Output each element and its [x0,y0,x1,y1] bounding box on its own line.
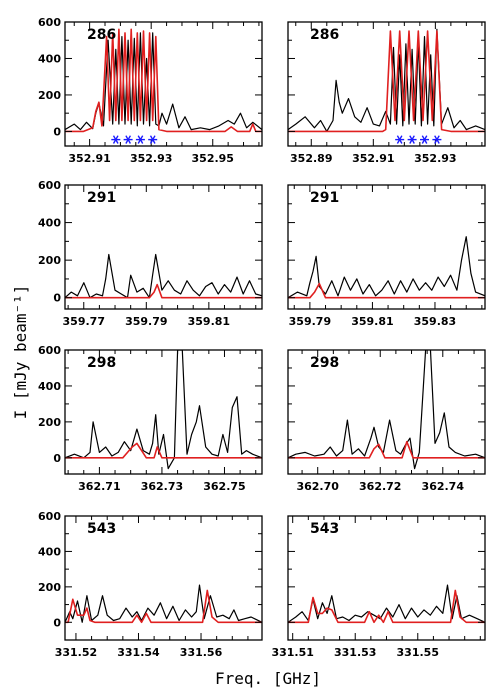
asterisk-stroke [125,135,132,144]
model-series-line [65,442,262,459]
y-tick-label: 200 [38,89,61,102]
plot-frame [64,184,263,310]
line-marker-asterisk [395,135,405,144]
y-tick-label: 400 [38,545,61,558]
line-marker-asterisk [407,135,417,144]
x-tick-label: 352.89 [290,152,332,165]
model-series-line [288,30,485,133]
panel-label: 543 [310,521,339,537]
y-tick-label: 0 [53,125,61,138]
line-marker-asterisk [135,135,145,144]
y-tick-label: 200 [38,581,61,594]
model-series-line [65,589,262,624]
x-tick-label: 352.91 [68,152,110,165]
asterisk-stroke [396,135,403,144]
model-series-line [288,282,485,299]
panel-3: 0 200 400 600 359.77 359.79 359.81 291 [38,179,263,328]
panel-label: 298 [310,355,339,371]
asterisk-stroke [112,135,119,144]
y-axis-title: I [mJy beam⁻¹] [11,285,30,420]
observed-series-line [288,584,485,623]
y-tick-label: 0 [53,292,61,305]
y-tick-label: 0 [53,616,61,629]
x-tick-label: 362.75 [203,480,245,493]
y-tick-label: 400 [38,380,61,393]
panel-label: 298 [87,355,116,371]
y-tick-label: 0 [53,452,61,465]
line-marker-asterisk [420,135,429,144]
y-tick-label: 600 [38,16,61,29]
panel-label: 291 [87,190,116,206]
panel-4: 359.79 359.81 359.83 291 [287,184,486,328]
x-tick-label: 362.73 [141,480,183,493]
y-tick-label: 600 [38,344,61,357]
observed-series-line [288,350,485,470]
y-tick-label: 400 [38,52,61,65]
plot-frame [287,184,486,310]
x-tick-label: 331.51 [271,646,313,659]
x-tick-label: 362.71 [78,480,120,493]
y-tick-label: 600 [38,510,61,523]
x-tick-label: 352.93 [414,152,456,165]
model-series-line [288,589,485,624]
asterisk-stroke [409,135,415,144]
asterisk-stroke [434,135,440,144]
y-tick-label: 400 [38,217,61,230]
x-tick-label: 331.52 [55,646,97,659]
panel-label: 286 [310,27,339,43]
model-series-line [65,28,262,133]
model-series-line [288,440,485,459]
model-series-line [65,283,262,299]
x-tick-label: 359.77 [63,315,105,328]
asterisk-stroke [137,135,144,144]
line-marker-asterisk [111,135,121,144]
panel-label: 286 [87,27,116,43]
line-marker-asterisk [432,135,442,144]
y-tick-label: 600 [38,179,61,192]
asterisk-stroke [421,135,428,144]
plot-frame [64,21,263,147]
plot-frame [64,515,263,641]
x-tick-label: 362.70 [296,480,339,493]
observed-series-line [65,584,262,623]
x-tick-label: 352.95 [192,152,234,165]
observed-series-line [65,253,262,299]
panel-7: 0 200 400 600 331.52 331.54 331.56 543 [38,510,263,659]
panel-1: 0 200 400 600 352.91 352.93 352.95 286 [38,16,263,165]
y-tick-label: 200 [38,416,61,429]
x-tick-label: 359.81 [188,315,230,328]
x-tick-label: 331.56 [180,646,223,659]
x-tick-label: 362.74 [422,480,465,493]
plot-frame [64,349,263,475]
x-tick-label: 352.93 [130,152,172,165]
x-tick-label: 359.79 [289,315,331,328]
x-tick-label: 359.81 [351,315,393,328]
x-tick-label: 352.91 [352,152,394,165]
plot-frame [287,21,486,147]
observed-series-line [65,350,262,470]
x-tick-label: 359.79 [125,315,167,328]
plot-frame [287,349,486,475]
y-tick-label: 200 [38,254,61,267]
x-tick-label: 331.54 [117,646,160,659]
panel-label: 543 [87,521,116,537]
x-tick-label: 331.55 [397,646,439,659]
panel-2: 352.89 352.91 352.93 286 [287,21,486,165]
panel-6: 362.70 362.72 362.74 298 [287,349,486,493]
x-tick-label: 359.83 [414,315,456,328]
asterisk-stroke [149,135,156,144]
x-axis-title: Freq. [GHz] [215,669,321,688]
line-marker-asterisk [123,135,133,144]
line-marker-asterisk [148,135,158,144]
x-tick-label: 362.72 [359,480,401,493]
panel-8: 331.51 331.53 331.55 543 [271,515,486,659]
panel-5: 0 200 400 600 362.71 362.73 362.75 298 [38,344,263,493]
observed-series-line [288,236,485,299]
x-tick-label: 331.53 [334,646,376,659]
panel-label: 291 [310,190,339,206]
